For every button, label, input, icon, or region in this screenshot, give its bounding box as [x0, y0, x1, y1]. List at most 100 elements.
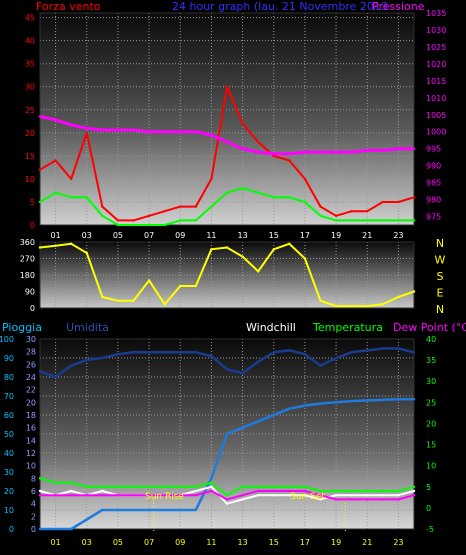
pressure-axis-tick-label: 1010	[426, 94, 446, 103]
gust_avg-data-point	[397, 219, 400, 222]
temperature-axis-tick-label: 40	[426, 335, 436, 344]
compass-label: W	[435, 254, 446, 267]
humidity-axis-tick-label: 20	[26, 398, 36, 407]
humidity-axis-tick-label: 24	[26, 373, 36, 382]
panel-border	[39, 12, 415, 226]
gust_avg-data-point	[350, 219, 353, 222]
humidity-data-point	[69, 364, 73, 367]
wind_dir-data-point	[147, 279, 151, 282]
rain-data-point	[397, 397, 400, 401]
dewpoint-data-point	[132, 494, 135, 497]
x-axis-tick-label: 07	[144, 538, 154, 547]
pressure-axis-tick-label: 995	[426, 145, 441, 154]
humidity-axis-tick-label: 2	[31, 512, 36, 521]
wind_dir-data-point	[69, 242, 73, 246]
rain-data-point	[225, 432, 229, 436]
temperature-data-point	[241, 485, 244, 488]
wind-axis-tick-label: 25	[25, 106, 35, 115]
pressure-axis-tick-label: 985	[426, 179, 441, 188]
humidity-title: Umidita	[66, 321, 109, 334]
x-axis-tick-label: 13	[237, 231, 247, 240]
compass-label: N	[436, 303, 444, 316]
rain-axis-tick-label: 90	[4, 354, 14, 363]
pressure-data-point	[116, 128, 120, 132]
dewpoint-data-point	[366, 498, 369, 501]
wind-data-point	[412, 196, 416, 199]
dewpoint-data-point	[412, 494, 416, 497]
gust_avg-data-point	[303, 200, 307, 204]
humidity-data-point	[225, 368, 229, 371]
windchill-data-point	[350, 494, 353, 497]
wind-axis-tick-label: 30	[25, 83, 35, 92]
humidity-axis-tick-label: 10	[26, 462, 36, 471]
x-axis-tick-label: 03	[82, 231, 92, 240]
humidity-data-point	[132, 351, 135, 354]
wind-data-point	[132, 219, 135, 222]
x-axis-tick-label: 15	[269, 538, 279, 547]
humidity-axis-tick-label: 14	[26, 436, 36, 445]
humidity-data-point	[366, 349, 369, 352]
x-axis-tick-label: 11	[206, 231, 216, 240]
windchill-data-point	[194, 489, 198, 493]
gust_avg-data-point	[256, 191, 260, 194]
wind_dir-data-point	[101, 295, 104, 299]
sunset-label: Sun Set	[290, 492, 325, 502]
pressure-axis-tick-label: 1025	[426, 43, 446, 52]
rain-data-point	[210, 477, 213, 480]
rain-data-point	[194, 508, 198, 512]
wind_dir-data-point	[319, 299, 322, 302]
rain-data-point	[69, 527, 73, 531]
humidity-data-point	[194, 351, 198, 354]
pressure-data-point	[179, 130, 182, 133]
pressure-data-point	[412, 147, 416, 150]
humidity-axis-tick-label: 4	[31, 500, 36, 509]
wind-data-point	[101, 205, 104, 208]
gust_avg-data-point	[241, 186, 244, 190]
wind_dir-data-point	[256, 270, 260, 273]
temperature-axis-tick-label: -5	[426, 525, 434, 534]
dewpoint-data-point	[38, 494, 42, 497]
x-axis-tick-label: 05	[113, 231, 123, 240]
gust_avg-data-point	[366, 219, 369, 222]
gust_avg-data-point	[194, 219, 198, 222]
temperature-data-point	[210, 481, 213, 484]
chart-title: 24 hour graph (lau. 21 Novembre 2013	[172, 0, 388, 13]
humidity-data-point	[334, 356, 338, 360]
humidity-axis-tick-label: 30	[26, 335, 36, 344]
pressure-data-point	[101, 128, 104, 132]
temperature-axis-tick-label: 30	[426, 377, 436, 386]
rain-axis-tick-label: 20	[4, 487, 14, 496]
rain-data-point	[334, 401, 338, 404]
dewpoint-data-point	[303, 489, 307, 493]
temperature-axis-tick-label: 35	[426, 356, 436, 365]
pressure-data-point	[350, 150, 353, 154]
humidity-axis-tick-label: 6	[31, 487, 36, 496]
dewpoint-data-point	[288, 489, 291, 493]
pressure-data-point	[334, 150, 338, 154]
humidity-data-point	[272, 351, 275, 354]
wind-data-point	[256, 140, 260, 144]
x-axis-tick-label: 19	[331, 231, 341, 240]
windchill-data-point	[210, 485, 213, 488]
dewpoint-data-point	[319, 494, 322, 497]
wind-data-point	[225, 85, 229, 88]
gust_avg-data-point	[381, 219, 385, 222]
compass-label: E	[437, 287, 444, 300]
humidity-axis-tick-label: 12	[26, 449, 36, 458]
dewpoint-data-point	[179, 494, 182, 497]
humidity-data-point	[288, 349, 291, 352]
wind-axis-tick-label: 15	[25, 152, 35, 161]
pressure-axis-tick-label: 975	[426, 213, 441, 222]
humidity-axis-tick-label: 22	[26, 386, 36, 395]
temperature-data-point	[38, 477, 42, 480]
rain-data-point	[132, 508, 135, 512]
dewpoint-data-point	[147, 494, 151, 497]
sunrise-label: Sun Rise	[145, 492, 184, 502]
windchill-data-point	[412, 489, 416, 493]
dewpoint-data-point	[101, 494, 104, 497]
axis-labels: 0510152025303540459759809859909951000100…	[0, 9, 446, 547]
gust_avg-data-point	[288, 196, 291, 199]
temperature-axis-tick-label: 25	[426, 398, 436, 407]
rain-axis-tick-label: 10	[4, 506, 14, 515]
